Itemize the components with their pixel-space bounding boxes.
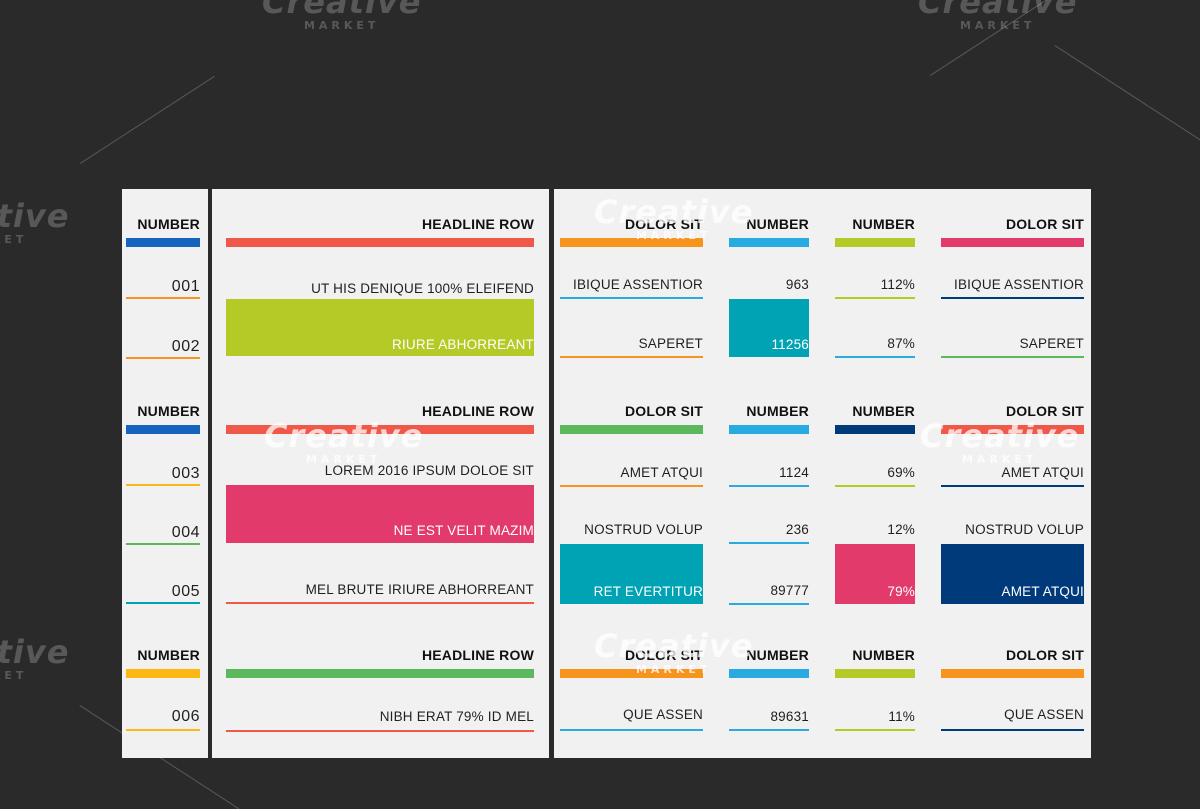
watermark-line (930, 0, 1107, 76)
data-columns-panel: DOLOR SIT NUMBER NUMBER DOLOR SIT IBIQUE… (554, 189, 1091, 758)
watermark-line (1054, 45, 1200, 150)
headline-column-panel: HEADLINE ROW UT HIS DENIQUE 100% ELEIFEN… (212, 189, 549, 758)
watermark-line (80, 75, 215, 164)
number-column-panel: NUMBER 001 002 NUMBER 003 004 005 NUMBER… (122, 189, 208, 758)
